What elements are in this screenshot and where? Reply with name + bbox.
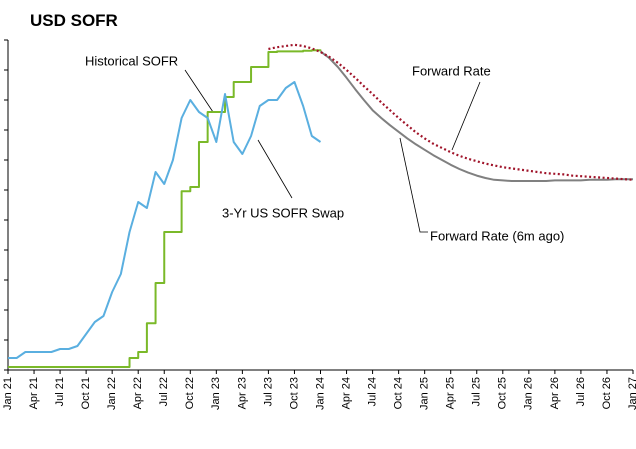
x-tick-label: Oct 26 — [601, 377, 613, 409]
leader-line — [451, 81, 481, 151]
series-line — [8, 81, 322, 359]
x-tick-label: Apr 24 — [340, 377, 352, 409]
x-tick-label: Jan 22 — [106, 377, 118, 410]
x-tick-label: Oct 21 — [80, 377, 92, 409]
series-label: Forward Rate (6m ago) — [430, 228, 564, 243]
x-tick-label: Apr 21 — [28, 377, 40, 409]
series-line — [8, 49, 322, 368]
leader-line — [257, 139, 293, 199]
x-tick-label: Jan 26 — [523, 377, 535, 410]
x-tick-label: Jan 27 — [627, 377, 636, 410]
chart-title: USD SOFR — [30, 11, 118, 30]
x-tick-label: Oct 25 — [497, 377, 509, 409]
leader-line — [184, 69, 214, 113]
x-tick-label: Jul 21 — [54, 377, 66, 406]
x-tick-label: Jul 22 — [158, 377, 170, 406]
x-tick-label: Jul 23 — [262, 377, 274, 406]
series-label: 3-Yr US SOFR Swap — [222, 205, 344, 220]
x-tick-label: Oct 23 — [288, 377, 300, 409]
x-tick-label: Jan 21 — [2, 377, 14, 410]
x-tick-label: Apr 25 — [445, 377, 457, 409]
series-line — [319, 50, 633, 182]
x-tick-label: Jul 26 — [575, 377, 587, 406]
x-tick-label: Jan 23 — [210, 377, 222, 410]
series-label: Historical SOFR — [85, 53, 178, 68]
x-tick-label: Jul 24 — [366, 377, 378, 406]
x-tick-label: Oct 22 — [184, 377, 196, 409]
x-tick-label: Apr 23 — [236, 377, 248, 409]
x-tick-label: Oct 24 — [393, 377, 405, 409]
x-tick-label: Apr 22 — [132, 377, 144, 409]
x-tick-label: Jan 25 — [419, 377, 431, 410]
x-tick-label: Jul 25 — [471, 377, 483, 406]
series-label: Forward Rate — [412, 63, 491, 78]
x-tick-label: Jan 24 — [314, 377, 326, 410]
series-line — [268, 43, 634, 181]
leader-line — [399, 137, 428, 233]
x-tick-label: Apr 26 — [549, 377, 561, 409]
